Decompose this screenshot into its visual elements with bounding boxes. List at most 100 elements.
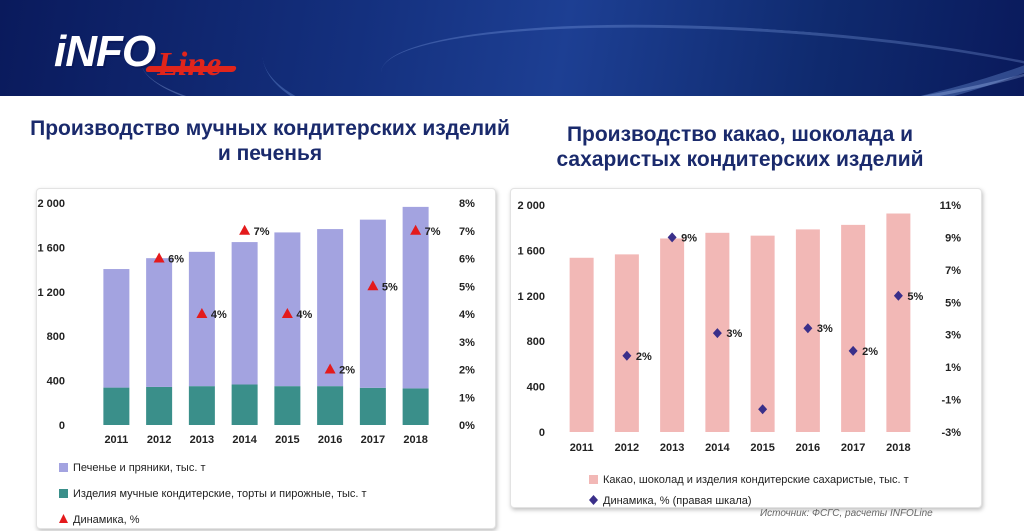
dynamics-data-label: 7%: [254, 226, 270, 238]
y-tick-label: 1 200: [37, 287, 65, 299]
y2-tick-label: 1%: [945, 362, 961, 374]
x-tick-label: 2013: [660, 442, 684, 454]
bar-cookies: [188, 251, 215, 387]
legend-swatch-flour-products: [59, 489, 68, 498]
y-tick-label: 800: [47, 331, 65, 343]
y2-tick-label: 6%: [459, 254, 475, 266]
bar-cocoa: [660, 238, 685, 432]
legend-swatch-cocoa: [589, 475, 598, 484]
x-tick-label: 2011: [570, 442, 594, 454]
bar-flour-products: [317, 386, 344, 425]
y-tick-label: 1 200: [517, 291, 545, 303]
dynamics-triangle-marker: [367, 280, 379, 291]
left-chart-svg: 0 400 800 1 200 1 600 2 000 0% 1% 2% 3% 4% 5% 6% 7% 8%…: [37, 198, 475, 526]
bar-cocoa: [750, 235, 775, 432]
left-chart-panel: 0 400 800 1 200 1 600 2 000 0% 1% 2% 3% 4% 5% 6% 7% 8%…: [36, 188, 496, 529]
dynamics-data-label: 2%: [339, 365, 355, 377]
x-tick-label: 2018: [886, 442, 910, 454]
bar-cookies: [402, 206, 429, 389]
dynamics-diamond-marker: [712, 328, 722, 339]
bar-flour-products: [359, 387, 386, 425]
bar-cocoa: [614, 254, 639, 432]
y-tick-label: 1 600: [517, 245, 545, 257]
dynamics-data-label: 4%: [211, 309, 227, 321]
y2-tick-label: 9%: [945, 232, 961, 244]
dynamics-diamond-marker: [893, 290, 903, 301]
bar-cookies: [359, 219, 386, 388]
dynamics-data-label: 5%: [907, 291, 923, 303]
y2-tick-label: 5%: [459, 281, 475, 293]
y2-tick-label: 2%: [459, 365, 475, 377]
dynamics-triangle-marker: [281, 308, 293, 318]
dynamics-data-label: 9%: [681, 232, 697, 244]
dynamics-triangle-marker: [153, 252, 165, 263]
header-banner: iNFO Line: [0, 0, 1024, 96]
legend-label-flour-products: Изделия мучные кондитерские, торты и пир…: [73, 488, 367, 500]
y-tick-label: 0: [59, 420, 65, 432]
bar-flour-products: [274, 386, 301, 425]
dynamics-triangle-marker: [324, 363, 336, 374]
legend-swatch-cookies: [59, 463, 68, 472]
bar-cookies: [103, 269, 130, 388]
y2-tick-label: 11%: [940, 200, 962, 212]
y-tick-label: 400: [527, 382, 545, 394]
y2-tick-label: 8%: [459, 198, 475, 210]
y2-tick-label: 1%: [459, 392, 475, 404]
logo-main-text: iNFO: [54, 27, 156, 76]
dynamics-data-label: 2%: [862, 346, 878, 358]
y2-tick-label: 5%: [945, 297, 961, 309]
right-chart-panel: 0 400 800 1 200 1 600 2 000 -3% -1% 1% 3% 5% 7% 9% 11…: [510, 188, 982, 508]
x-tick-label: 2012: [147, 434, 171, 446]
bar-flour-products: [146, 386, 173, 425]
dynamics-triangle-marker: [239, 224, 251, 235]
dynamics-data-label: 7%: [425, 226, 441, 238]
legend-marker-dynamics: [589, 495, 598, 505]
x-tick-label: 2014: [705, 442, 730, 454]
bar-flour-products: [188, 386, 215, 425]
x-tick-label: 2012: [615, 442, 639, 454]
left-chart-title: Производство мучных кондитерских изделий…: [30, 117, 510, 165]
dynamics-triangle-marker: [410, 224, 422, 235]
dynamics-diamond-marker: [667, 232, 677, 243]
y-tick-label: 2 000: [37, 198, 65, 210]
y2-tick-label: 3%: [945, 330, 961, 342]
right-chart-svg: 0 400 800 1 200 1 600 2 000 -3% -1% 1% 3% 5% 7% 9% 11…: [517, 200, 962, 507]
legend-label-dynamics: Динамика, %: [73, 514, 140, 526]
x-tick-label: 2015: [750, 442, 774, 454]
legend-marker-dynamics: [59, 514, 68, 523]
x-tick-label: 2017: [841, 442, 865, 454]
y2-tick-label: 7%: [459, 226, 475, 238]
x-tick-label: 2016: [318, 434, 342, 446]
dynamics-diamond-marker: [848, 345, 858, 356]
dynamics-data-label: 2%: [636, 351, 652, 363]
dynamics-diamond-marker: [803, 323, 813, 334]
y2-tick-label: 7%: [945, 265, 961, 277]
legend-label-dynamics: Динамика, % (правая шкала): [603, 495, 752, 507]
y-tick-label: 0: [539, 427, 545, 439]
logo-script-text: Line: [157, 46, 222, 83]
x-tick-label: 2015: [275, 434, 299, 446]
bar-cookies: [317, 229, 344, 387]
right-chart-title: Производство какао, шоколада и сахаристы…: [556, 123, 924, 171]
dynamics-diamond-marker: [758, 404, 768, 415]
y2-tick-label: 4%: [459, 309, 475, 321]
legend-label-cocoa: Какао, шоколад и изделия кондитерские са…: [603, 474, 909, 486]
bar-cocoa: [569, 257, 594, 432]
dynamics-diamond-marker: [622, 350, 632, 361]
bar-flour-products: [103, 387, 130, 425]
dynamics-data-label: 3%: [817, 323, 833, 335]
y2-tick-label: 3%: [459, 337, 475, 349]
x-tick-label: 2014: [232, 434, 257, 446]
x-tick-label: 2013: [190, 434, 214, 446]
legend-label-cookies: Печенье и пряники, тыс. т: [73, 462, 205, 474]
bar-cocoa: [841, 224, 866, 432]
x-tick-label: 2018: [403, 434, 427, 446]
bar-flour-products: [402, 388, 429, 425]
dynamics-data-label: 4%: [296, 309, 312, 321]
bar-cocoa: [886, 213, 911, 432]
dynamics-data-label: 5%: [382, 281, 398, 293]
dynamics-data-label: 6%: [168, 254, 184, 266]
y2-tick-label: 0%: [459, 420, 475, 432]
y2-tick-label: -1%: [941, 395, 961, 407]
infoline-logo: iNFO Line: [54, 24, 238, 82]
